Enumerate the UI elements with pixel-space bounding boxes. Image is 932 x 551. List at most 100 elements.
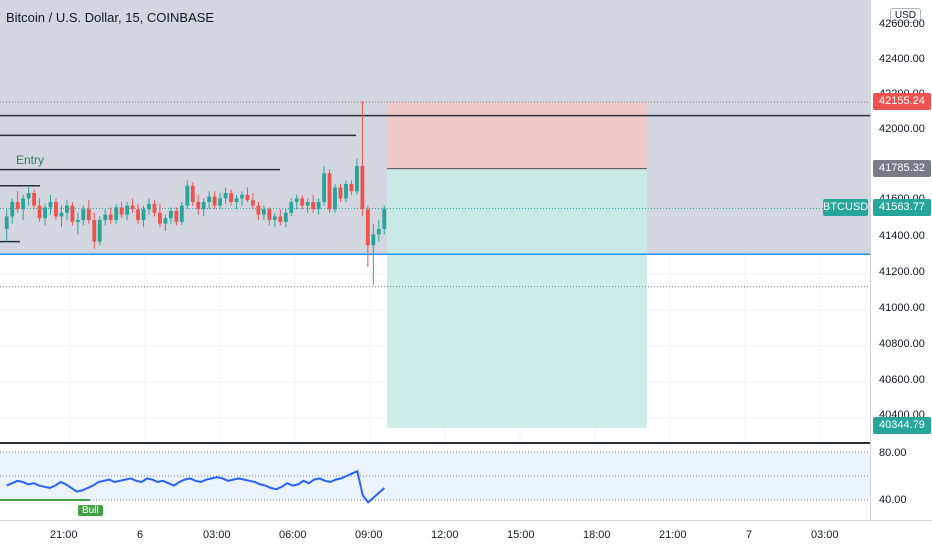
stop-loss-zone <box>387 102 647 169</box>
candle-body <box>245 194 250 201</box>
price-tick: 40800.00 <box>879 338 925 350</box>
candle-body <box>174 211 179 222</box>
time-tick: 6 <box>137 529 144 541</box>
candle-body <box>152 203 157 213</box>
time-tick: 21:00 <box>659 529 687 541</box>
candle-body <box>196 202 201 210</box>
time-tick: 15:00 <box>507 529 535 541</box>
candle-body <box>371 234 376 246</box>
candle-body <box>158 212 162 224</box>
candle-body <box>201 202 206 210</box>
candle-body <box>65 205 69 213</box>
candle-body <box>272 216 277 220</box>
candle-body <box>141 209 146 220</box>
candle-body <box>21 198 26 210</box>
candle-body <box>333 187 337 210</box>
candle-body <box>75 220 80 222</box>
candle-body <box>240 194 244 199</box>
candle-body <box>59 212 64 217</box>
candle-body <box>289 202 294 213</box>
candle-body <box>305 202 310 206</box>
time-tick: 03:00 <box>811 529 839 541</box>
candle-body <box>256 205 261 215</box>
candle-body <box>130 205 135 210</box>
candle-body <box>185 185 190 206</box>
candle-body <box>382 208 387 229</box>
oscillator-tick: 40.00 <box>879 494 907 506</box>
candle-body <box>311 202 316 210</box>
candle-body <box>267 209 272 220</box>
time-tick: 03:00 <box>203 529 231 541</box>
take-profit-price-tag: 40344.79 <box>873 417 931 434</box>
price-tick: 42600.00 <box>879 18 925 30</box>
oscillator-pane[interactable] <box>0 444 870 520</box>
candle-body <box>223 193 228 199</box>
candle-body <box>234 198 239 202</box>
time-tick: 09:00 <box>355 529 383 541</box>
candle-body <box>212 196 217 206</box>
oscillator-line <box>6 469 385 504</box>
candle-body <box>108 214 113 220</box>
candle-body <box>37 205 42 219</box>
candle-body <box>229 193 233 202</box>
time-tick: 18:00 <box>583 529 611 541</box>
candle-body <box>97 220 102 242</box>
time-tick: 06:00 <box>279 529 307 541</box>
candle-body <box>125 205 130 215</box>
candle-body <box>354 166 359 192</box>
entry-label: Entry <box>16 153 45 167</box>
candle-body <box>261 209 266 215</box>
main-chart-pane[interactable]: Bitcoin / U.S. Dollar, 15, COINBASE Entr… <box>0 0 870 443</box>
time-axis[interactable]: 21:00 6 03:00 06:00 09:00 12:00 15:00 18… <box>0 520 932 551</box>
oscillator-chart[interactable] <box>0 444 870 520</box>
candle-body <box>278 216 283 222</box>
candle-body <box>349 184 354 192</box>
candle-body <box>179 205 184 222</box>
candle-body <box>54 202 58 217</box>
candle-body <box>136 209 140 220</box>
currency-button[interactable]: USD <box>889 8 921 23</box>
entry-price-tag: 41785.32 <box>873 160 931 177</box>
price-tick: 41400.00 <box>879 230 925 242</box>
price-tick: 41200.00 <box>879 266 925 278</box>
candle-body <box>163 218 168 224</box>
candle-body <box>81 209 86 220</box>
candle-body <box>92 220 97 242</box>
candle-body <box>327 173 332 210</box>
candle-body <box>70 205 75 222</box>
candle-body <box>190 185 195 202</box>
candle-body <box>283 212 288 222</box>
candle-body <box>322 173 326 202</box>
candle-body <box>365 209 370 246</box>
candle-body <box>147 203 151 210</box>
time-tick: 7 <box>746 529 753 541</box>
candle-body <box>294 198 299 202</box>
candle-body <box>251 200 255 206</box>
price-chart[interactable] <box>0 0 870 443</box>
candle-body <box>10 202 15 217</box>
candle-body <box>376 229 381 235</box>
candle-body <box>26 193 31 199</box>
oscillator-tick: 80.00 <box>879 447 907 459</box>
symbol-title[interactable]: Bitcoin / U.S. Dollar, 15, COINBASE <box>6 10 215 25</box>
price-tick: 42000.00 <box>879 123 925 135</box>
time-tick: 12:00 <box>431 529 459 541</box>
candle-body <box>4 216 9 229</box>
current-price-tag: 41563.77 <box>873 199 931 216</box>
candle-body <box>114 207 119 220</box>
stop-loss-price-tag: 42155.24 <box>873 93 931 110</box>
price-tick: 40600.00 <box>879 374 925 386</box>
price-tick: 42400.00 <box>879 53 925 65</box>
candle-body <box>316 202 321 210</box>
candle-body <box>86 209 91 220</box>
candle-body <box>32 193 37 206</box>
candle-body <box>360 166 365 210</box>
candle-body <box>218 198 223 206</box>
candle-body <box>43 207 47 219</box>
price-tick: 41000.00 <box>879 302 925 314</box>
candle-body <box>48 202 53 208</box>
time-tick: 21:00 <box>50 529 78 541</box>
pane-divider[interactable] <box>0 442 932 444</box>
candle-body <box>168 211 173 219</box>
price-axis[interactable]: USD 42600.00 42400.00 42200.00 42000.00 … <box>870 0 932 520</box>
